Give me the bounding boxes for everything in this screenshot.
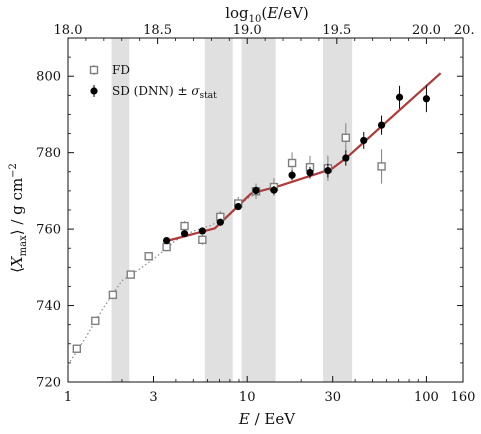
x-tick-label-top: 19.5 bbox=[322, 23, 351, 38]
filled-circle-marker bbox=[360, 136, 368, 145]
sd-point bbox=[198, 227, 206, 235]
fd-point bbox=[144, 252, 153, 261]
y-tick-label: 800 bbox=[36, 70, 61, 85]
filled-circle-marker bbox=[306, 168, 314, 177]
open-square-marker bbox=[287, 158, 297, 168]
legend: FD SD (DNN) ± σstat bbox=[89, 63, 217, 101]
sd-point bbox=[270, 185, 278, 195]
y-tick-label: 780 bbox=[36, 146, 61, 161]
x-axis-top: 18.0 18.5 19.0 19.5 20.0 20. bbox=[54, 23, 475, 44]
legend-marker-open-square bbox=[89, 65, 99, 75]
sd-point bbox=[180, 230, 189, 238]
x-axis-title-top: log10(E/eV) bbox=[225, 4, 309, 25]
filled-circle-marker bbox=[180, 230, 189, 238]
open-square-marker bbox=[108, 290, 118, 300]
open-square-marker bbox=[91, 316, 100, 326]
sd-point bbox=[234, 202, 242, 211]
filled-circle-marker bbox=[270, 186, 278, 194]
open-square-marker bbox=[377, 162, 386, 171]
open-square-marker bbox=[126, 270, 135, 279]
y-tick-label: 740 bbox=[36, 299, 61, 314]
sd-point bbox=[324, 163, 332, 178]
fd-point bbox=[180, 221, 189, 232]
filled-circle-marker bbox=[288, 171, 296, 179]
x-tick-label-bottom: 160 bbox=[451, 390, 476, 405]
sd-point bbox=[377, 115, 386, 135]
open-square-marker bbox=[198, 235, 207, 245]
fd-point bbox=[341, 123, 351, 153]
open-square-marker bbox=[72, 344, 82, 353]
y-tick-label: 760 bbox=[36, 223, 61, 238]
open-square-marker bbox=[180, 221, 189, 231]
sd-point bbox=[342, 150, 350, 166]
fd-point bbox=[108, 290, 118, 300]
sd-point bbox=[216, 218, 224, 226]
fd-point bbox=[198, 234, 207, 245]
fd-point bbox=[377, 149, 386, 184]
filled-circle-marker bbox=[252, 186, 260, 195]
fd-point bbox=[72, 344, 82, 353]
x-tick-label-top: 19.0 bbox=[233, 23, 262, 38]
x-tick-label-bottom: 3 bbox=[149, 390, 157, 405]
filled-circle-marker bbox=[234, 202, 242, 211]
open-square-marker bbox=[341, 133, 351, 142]
y-axis-title: ⟨Xmax⟩ / g cm−2 bbox=[8, 163, 29, 273]
sd-point bbox=[360, 132, 368, 149]
filled-circle-marker bbox=[163, 236, 171, 245]
x-axis-bottom: 1 3 10 30 100 160 bbox=[64, 376, 476, 405]
legend-entry-fd: FD bbox=[89, 63, 130, 77]
fd-point bbox=[287, 152, 297, 174]
x-axis-title-bottom: E / EeV bbox=[238, 410, 296, 428]
x-tick-label-top: 20. bbox=[454, 23, 475, 38]
fd-point bbox=[91, 316, 100, 326]
x-tick-label-top: 20.0 bbox=[412, 23, 441, 38]
x-tick-label-top: 18.5 bbox=[143, 23, 172, 38]
fd-point bbox=[126, 270, 135, 279]
sd-point bbox=[306, 166, 314, 179]
filled-circle-marker bbox=[198, 227, 206, 235]
legend-label-sd: SD (DNN) ± σstat bbox=[112, 84, 217, 101]
shaded-band-4 bbox=[323, 38, 353, 382]
sd-point bbox=[422, 85, 431, 113]
shaded-band-3 bbox=[241, 38, 276, 382]
y-axis: 720 740 760 780 800 bbox=[36, 56, 463, 391]
legend-label-fd: FD bbox=[112, 63, 130, 77]
filled-circle-marker bbox=[216, 218, 224, 226]
sd-point bbox=[395, 85, 404, 109]
legend-entry-sd: SD (DNN) ± σstat bbox=[90, 84, 217, 101]
filled-circle-marker bbox=[395, 93, 404, 101]
y-tick-label: 720 bbox=[36, 376, 61, 391]
x-tick-label-top: 18.0 bbox=[54, 23, 83, 38]
filled-circle-marker bbox=[377, 121, 386, 129]
sd-point bbox=[252, 186, 260, 195]
x-tick-label-bottom: 1 bbox=[64, 390, 72, 405]
legend-marker-filled-circle bbox=[90, 87, 98, 95]
fd-point bbox=[162, 242, 171, 252]
open-square-marker bbox=[162, 242, 171, 252]
sd-point bbox=[288, 170, 296, 181]
data-points bbox=[72, 85, 431, 353]
filled-circle-marker bbox=[342, 154, 350, 162]
x-tick-label-bottom: 10 bbox=[239, 390, 256, 405]
open-square-marker bbox=[144, 252, 153, 261]
dotted-curve bbox=[67, 188, 266, 366]
x-tick-label-bottom: 100 bbox=[414, 390, 439, 405]
sd-point bbox=[163, 236, 171, 245]
filled-circle-marker bbox=[324, 167, 332, 175]
shaded-band-2 bbox=[204, 38, 233, 382]
filled-circle-marker bbox=[422, 95, 431, 103]
x-tick-label-bottom: 30 bbox=[324, 390, 341, 405]
